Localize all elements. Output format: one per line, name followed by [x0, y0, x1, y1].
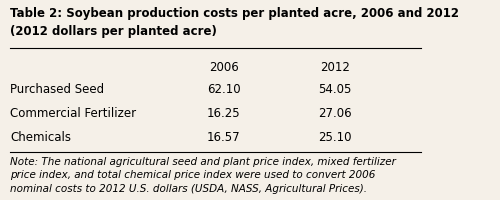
Text: Purchased Seed: Purchased Seed	[10, 83, 104, 96]
Text: 27.06: 27.06	[318, 107, 352, 120]
Text: Table 2: Soybean production costs per planted acre, 2006 and 2012: Table 2: Soybean production costs per pl…	[10, 7, 459, 20]
Text: 54.05: 54.05	[318, 83, 352, 96]
Text: 25.10: 25.10	[318, 131, 352, 144]
Text: 2012: 2012	[320, 61, 350, 74]
Text: 16.25: 16.25	[207, 107, 240, 120]
Text: Commercial Fertilizer: Commercial Fertilizer	[10, 107, 136, 120]
Text: Chemicals: Chemicals	[10, 131, 71, 144]
Text: 16.57: 16.57	[207, 131, 240, 144]
Text: 62.10: 62.10	[207, 83, 240, 96]
Text: (2012 dollars per planted acre): (2012 dollars per planted acre)	[10, 25, 217, 38]
Text: Note: The national agricultural seed and plant price index, mixed fertilizer
pri: Note: The national agricultural seed and…	[10, 157, 396, 194]
Text: 2006: 2006	[209, 61, 239, 74]
